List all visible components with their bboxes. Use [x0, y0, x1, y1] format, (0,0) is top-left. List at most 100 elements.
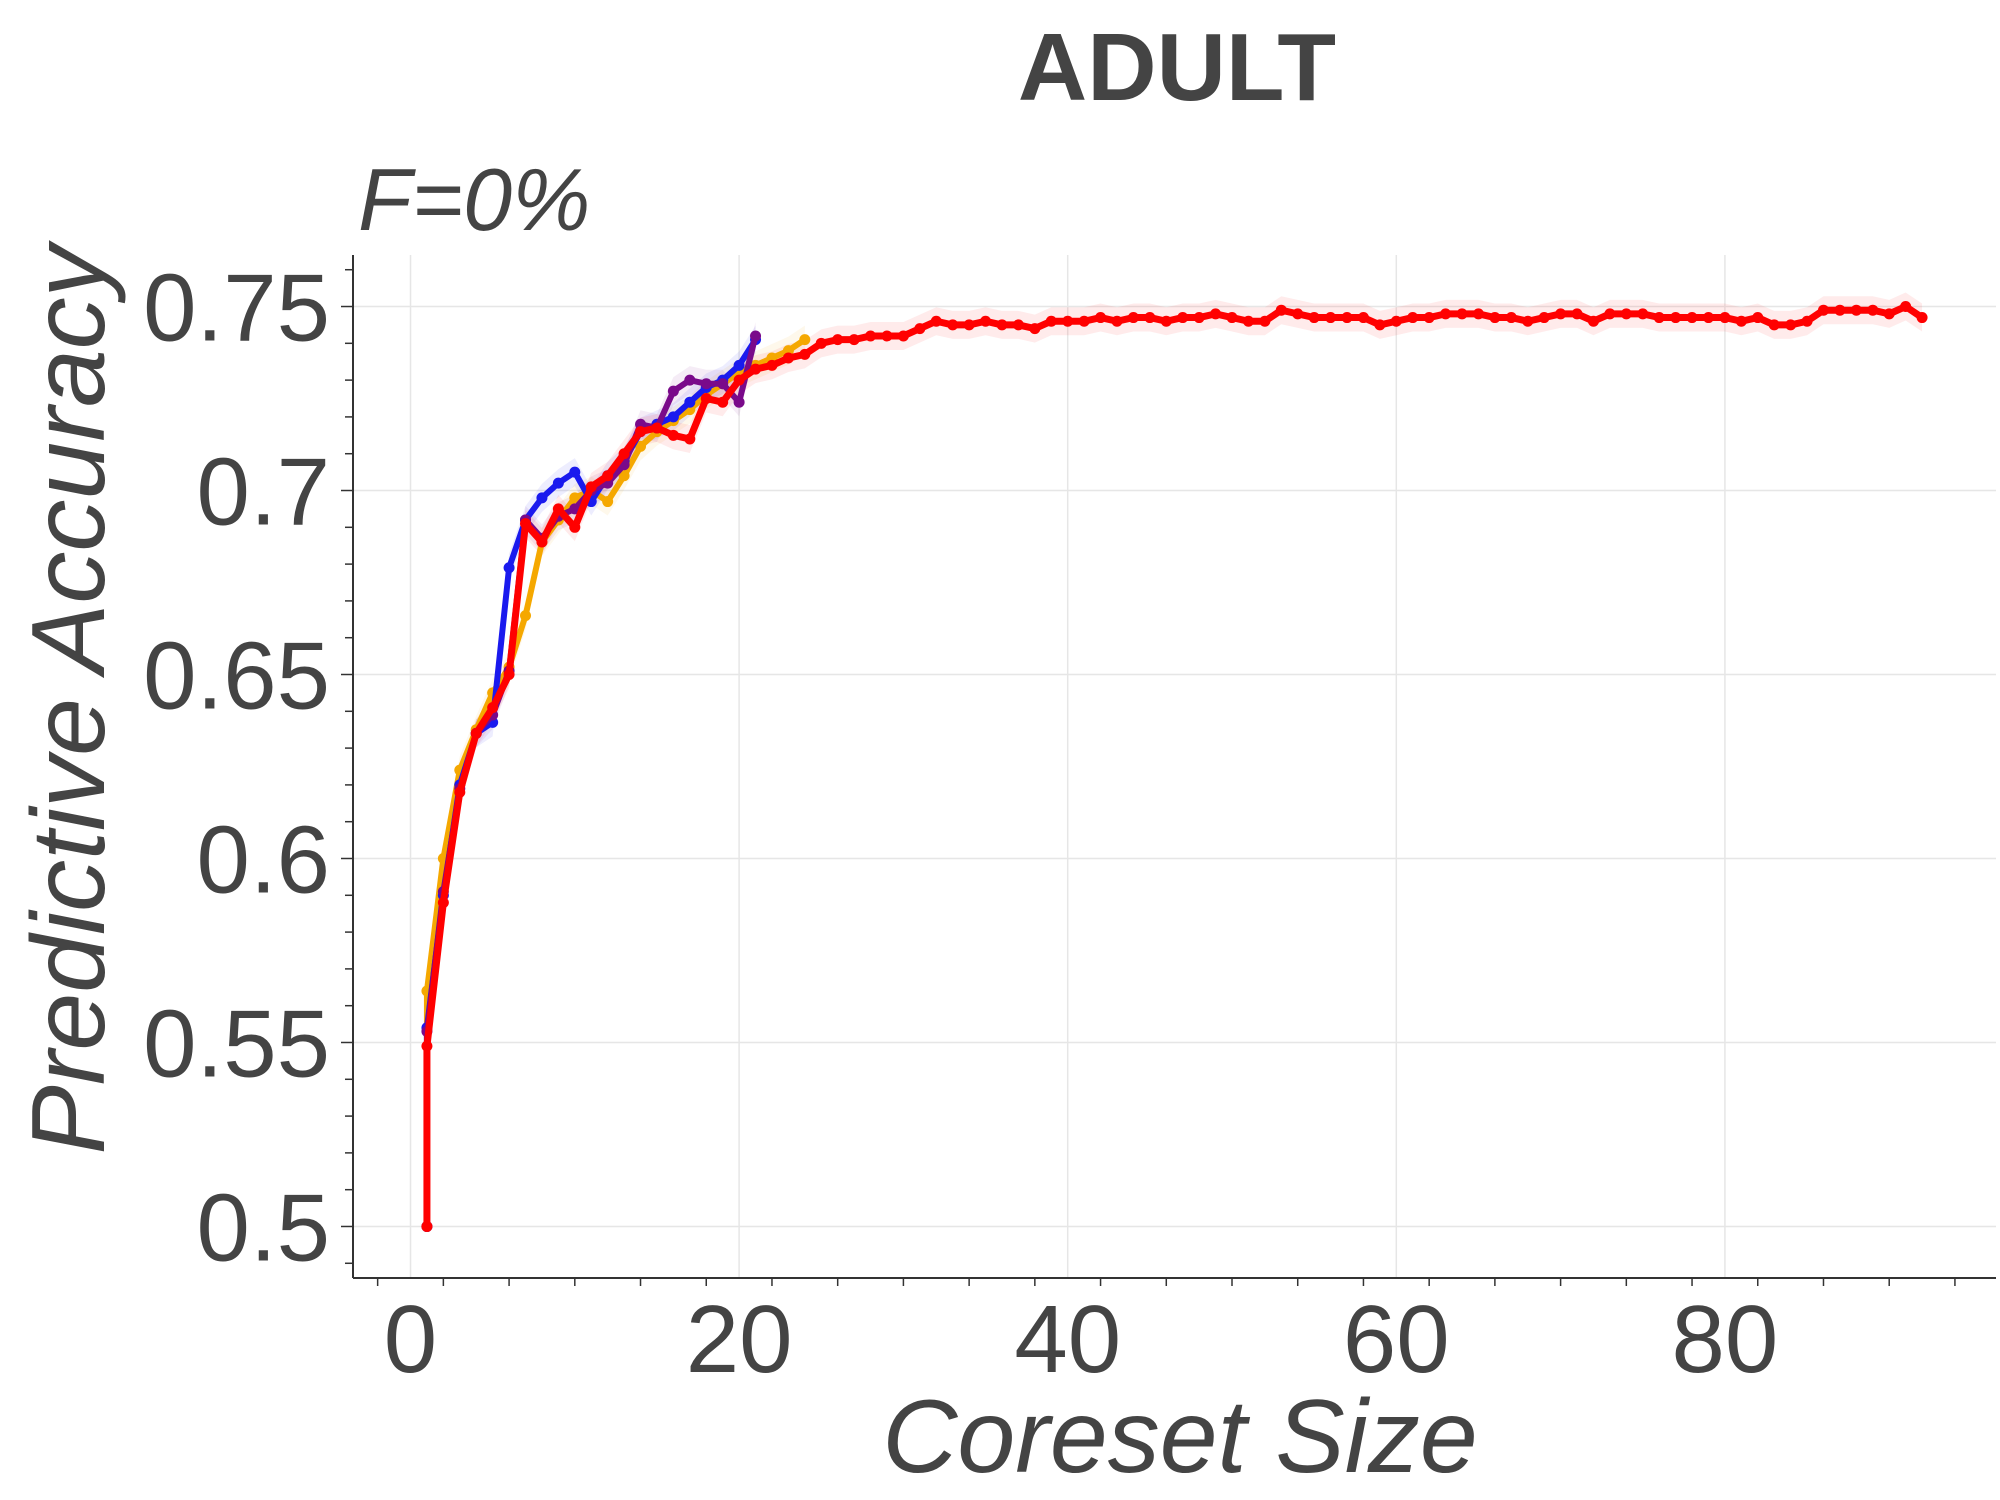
data-point: [1325, 312, 1337, 324]
data-point: [1686, 312, 1698, 324]
y-tick-label: 0.65: [143, 623, 330, 730]
data-point: [1768, 319, 1780, 331]
data-point: [1226, 312, 1238, 324]
data-point: [1062, 315, 1074, 327]
data-point: [750, 330, 762, 342]
data-point: [1670, 312, 1682, 324]
data-point: [700, 393, 712, 405]
data-point: [684, 396, 696, 408]
data-point: [503, 562, 515, 574]
data-point: [733, 374, 745, 386]
data-point: [782, 352, 794, 364]
data-point: [1571, 308, 1583, 320]
data-point: [815, 337, 827, 349]
data-point: [1817, 304, 1829, 316]
data-point: [733, 396, 745, 408]
data-point: [437, 897, 449, 909]
data-point: [1242, 315, 1254, 327]
data-point: [1193, 312, 1205, 324]
data-point: [1637, 308, 1649, 320]
data-point: [635, 426, 647, 438]
data-point: [1587, 315, 1599, 327]
y-axis-label: Predictive Accuracy: [11, 239, 127, 1154]
y-tick-label: 0.7: [197, 439, 330, 546]
series-band: [426, 325, 756, 1241]
confidence-bands: [426, 292, 1923, 1241]
x-tick-label: 60: [1343, 1286, 1450, 1393]
data-point: [799, 348, 811, 360]
data-point: [1423, 312, 1435, 324]
data-point: [602, 496, 614, 508]
data-point: [552, 477, 564, 489]
data-point: [585, 481, 597, 493]
data-point: [717, 396, 729, 408]
data-point: [1867, 304, 1879, 316]
data-point: [1144, 312, 1156, 324]
data-point: [1489, 312, 1501, 324]
data-point: [536, 536, 548, 548]
data-point: [618, 470, 630, 482]
data-point: [536, 492, 548, 504]
data-point: [1259, 315, 1271, 327]
data-point: [569, 492, 581, 504]
series-group: [421, 301, 1928, 1232]
data-point: [1045, 315, 1057, 327]
chart-title: ADULT: [1018, 14, 1336, 121]
data-point: [1275, 304, 1287, 316]
data-point: [421, 1040, 433, 1052]
data-point: [930, 315, 942, 327]
data-point: [1456, 308, 1468, 320]
data-point: [520, 518, 532, 530]
data-point: [881, 330, 893, 342]
data-point: [750, 363, 762, 375]
data-point: [1177, 312, 1189, 324]
chart-subtitle: F=0%: [358, 150, 590, 249]
data-point: [832, 334, 844, 346]
data-point: [1472, 308, 1484, 320]
data-point: [569, 521, 581, 533]
data-point: [799, 334, 811, 346]
data-point: [470, 727, 482, 739]
data-point: [717, 378, 729, 390]
data-point: [1653, 312, 1665, 324]
data-point: [1095, 312, 1107, 324]
data-point: [1702, 312, 1714, 324]
data-point: [1834, 304, 1846, 316]
data-point: [1390, 315, 1402, 327]
data-point: [996, 319, 1008, 331]
tick-labels: 0 20 40 60 80 0.5 0.55 0.6 0.65 0.7 0.75: [143, 255, 1778, 1393]
data-point: [1752, 312, 1764, 324]
data-point: [1522, 315, 1534, 327]
data-point: [1801, 315, 1813, 327]
data-point: [947, 319, 959, 331]
x-axis-label: Coreset Size: [882, 1379, 1477, 1495]
data-point: [1785, 319, 1797, 331]
y-tick-label: 0.55: [143, 990, 330, 1097]
data-point: [963, 319, 975, 331]
data-point: [1308, 312, 1320, 324]
data-point: [1440, 308, 1452, 320]
data-point: [667, 411, 679, 423]
data-point: [848, 334, 860, 346]
data-point: [1719, 312, 1731, 324]
data-point: [1341, 312, 1353, 324]
data-point: [1012, 319, 1024, 331]
data-point: [1029, 323, 1041, 335]
data-point: [1111, 315, 1123, 327]
data-point: [667, 385, 679, 397]
axes: [341, 255, 1996, 1286]
data-point: [684, 374, 696, 386]
data-point: [733, 359, 745, 371]
data-point: [980, 315, 992, 327]
data-point: [1407, 312, 1419, 324]
data-point: [1538, 312, 1550, 324]
data-point: [897, 330, 909, 342]
y-tick-label: 0.5: [197, 1174, 330, 1281]
data-point: [914, 323, 926, 335]
data-point: [865, 330, 877, 342]
data-point: [1850, 304, 1862, 316]
data-point: [667, 429, 679, 441]
data-point: [1505, 312, 1517, 324]
